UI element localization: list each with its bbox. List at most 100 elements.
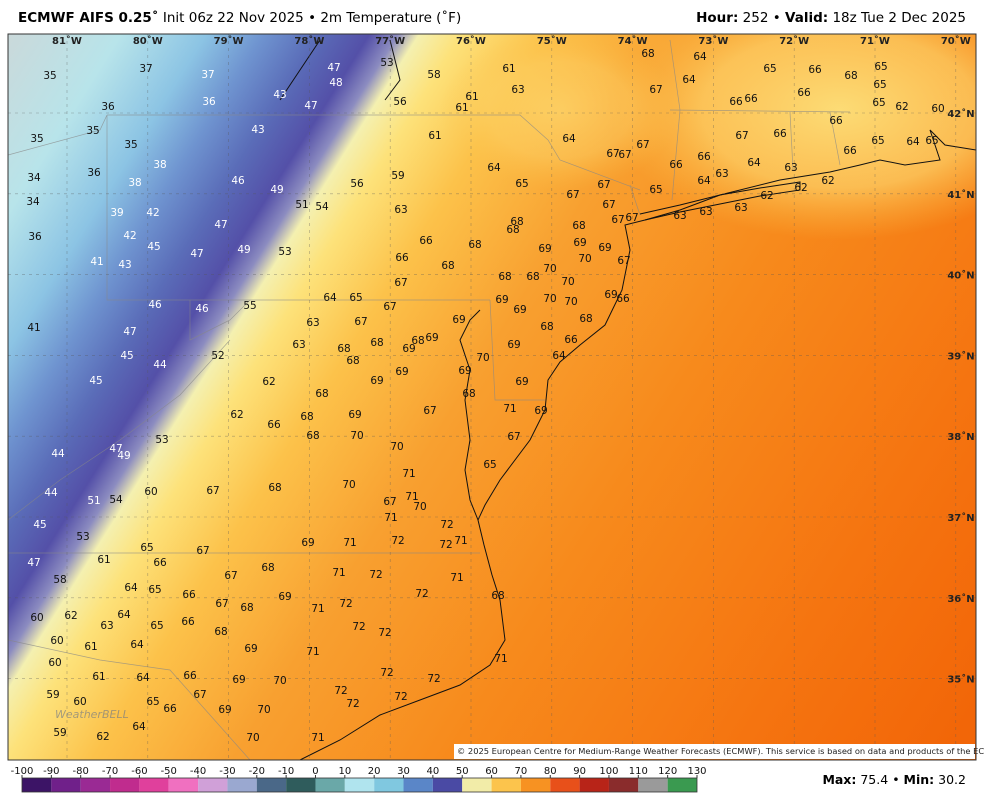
lon-label: 74˚W xyxy=(618,35,648,47)
station-value: 54 xyxy=(315,201,329,213)
station-value: 60 xyxy=(931,103,944,115)
valid-label: Valid: xyxy=(785,10,828,26)
lat-label: 39˚N xyxy=(947,350,974,362)
station-value: 64 xyxy=(562,133,576,145)
station-value: 35 xyxy=(86,125,99,137)
station-value: 69 xyxy=(534,405,547,417)
station-value: 64 xyxy=(693,51,707,63)
station-value: 63 xyxy=(511,84,524,96)
station-value: 70 xyxy=(413,501,426,513)
station-value: 67 xyxy=(625,212,638,224)
station-value: 46 xyxy=(231,175,245,187)
station-value: 49 xyxy=(237,244,250,256)
colorbar-tick-label: -100 xyxy=(11,766,34,777)
station-value: 62 xyxy=(230,409,243,421)
station-value: 66 xyxy=(797,87,811,99)
lon-label: 79˚W xyxy=(214,35,244,47)
station-value: 72 xyxy=(391,535,404,547)
station-value: 67 xyxy=(193,689,206,701)
temperature-field xyxy=(610,34,976,240)
colorbar-tick-label: -10 xyxy=(278,766,294,777)
station-value: 61 xyxy=(84,641,97,653)
station-value: 61 xyxy=(465,91,478,103)
lon-label: 72˚W xyxy=(779,35,809,47)
station-value: 58 xyxy=(427,69,440,81)
station-value: 71 xyxy=(454,535,467,547)
station-value: 62 xyxy=(262,376,275,388)
station-value: 69 xyxy=(348,409,361,421)
header-left: ECMWF AIFS 0.25˚ Init 06z 22 Nov 2025 • … xyxy=(18,9,461,26)
model: ECMWF AIFS 0.25˚ xyxy=(18,9,159,26)
station-value: 72 xyxy=(378,627,391,639)
station-value: 67 xyxy=(636,139,649,151)
station-value: 70 xyxy=(342,479,355,491)
station-value: 69 xyxy=(573,237,586,249)
colorbar-segment xyxy=(579,778,609,792)
station-value: 47 xyxy=(327,62,340,74)
station-value: 58 xyxy=(53,574,66,586)
station-value: 68 xyxy=(268,482,281,494)
station-value: 62 xyxy=(895,101,908,113)
station-value: 48 xyxy=(329,77,342,89)
station-value: 64 xyxy=(117,609,131,621)
colorbar-tick-label: 130 xyxy=(687,766,706,777)
colorbar-tick-label: -30 xyxy=(219,766,235,777)
station-value: 68 xyxy=(337,343,350,355)
separator: • xyxy=(308,10,316,26)
station-value: 68 xyxy=(240,602,253,614)
station-value: 63 xyxy=(673,210,686,222)
station-value: 63 xyxy=(734,202,747,214)
separator: • xyxy=(892,772,899,787)
station-value: 66 xyxy=(773,128,787,140)
init: Init 06z 22 Nov 2025 xyxy=(163,10,304,26)
station-value: 35 xyxy=(43,70,56,82)
station-value: 70 xyxy=(257,704,270,716)
station-value: 45 xyxy=(89,375,102,387)
station-value: 68 xyxy=(572,220,585,232)
station-value: 69 xyxy=(538,243,551,255)
colorbar-segment xyxy=(608,778,639,792)
station-value: 68 xyxy=(306,430,319,442)
station-value: 61 xyxy=(97,554,110,566)
station-value: 63 xyxy=(100,620,113,632)
station-value: 59 xyxy=(53,727,66,739)
station-value: 63 xyxy=(715,168,728,180)
station-value: 44 xyxy=(153,359,167,371)
station-value: 67 xyxy=(735,130,748,142)
colorbar-tick-label: 50 xyxy=(456,766,469,777)
station-value: 71 xyxy=(306,646,319,658)
station-value: 34 xyxy=(27,172,41,184)
station-value: 67 xyxy=(354,316,367,328)
station-value: 67 xyxy=(611,214,624,226)
station-value: 68 xyxy=(346,355,359,367)
station-value: 68 xyxy=(300,411,313,423)
station-value: 63 xyxy=(784,162,797,174)
station-value: 68 xyxy=(468,239,481,251)
station-value: 65 xyxy=(874,61,887,73)
station-value: 64 xyxy=(130,639,144,651)
station-value: 69 xyxy=(370,375,383,387)
station-value: 71 xyxy=(343,537,356,549)
colorbar-segment xyxy=(491,778,521,792)
station-value: 64 xyxy=(552,350,566,362)
min: 30.2 xyxy=(938,772,966,787)
station-value: 66 xyxy=(697,151,711,163)
colorbar-tick-label: 60 xyxy=(485,766,498,777)
colorbar-tick-label: 80 xyxy=(544,766,557,777)
station-value: 67 xyxy=(394,277,407,289)
station-value: 54 xyxy=(109,494,123,506)
station-value: 46 xyxy=(195,303,209,315)
station-value: 64 xyxy=(682,74,696,86)
separator: • xyxy=(773,10,781,26)
station-value: 66 xyxy=(616,293,630,305)
colorbar-tick-label: 30 xyxy=(397,766,410,777)
colorbar-segment xyxy=(80,778,111,792)
station-value: 37 xyxy=(139,63,152,75)
station-value: 47 xyxy=(190,248,203,260)
station-value: 69 xyxy=(458,365,471,377)
station-value: 70 xyxy=(561,276,574,288)
lon-label: 77˚W xyxy=(375,35,405,47)
lat-label: 41˚N xyxy=(947,189,974,201)
